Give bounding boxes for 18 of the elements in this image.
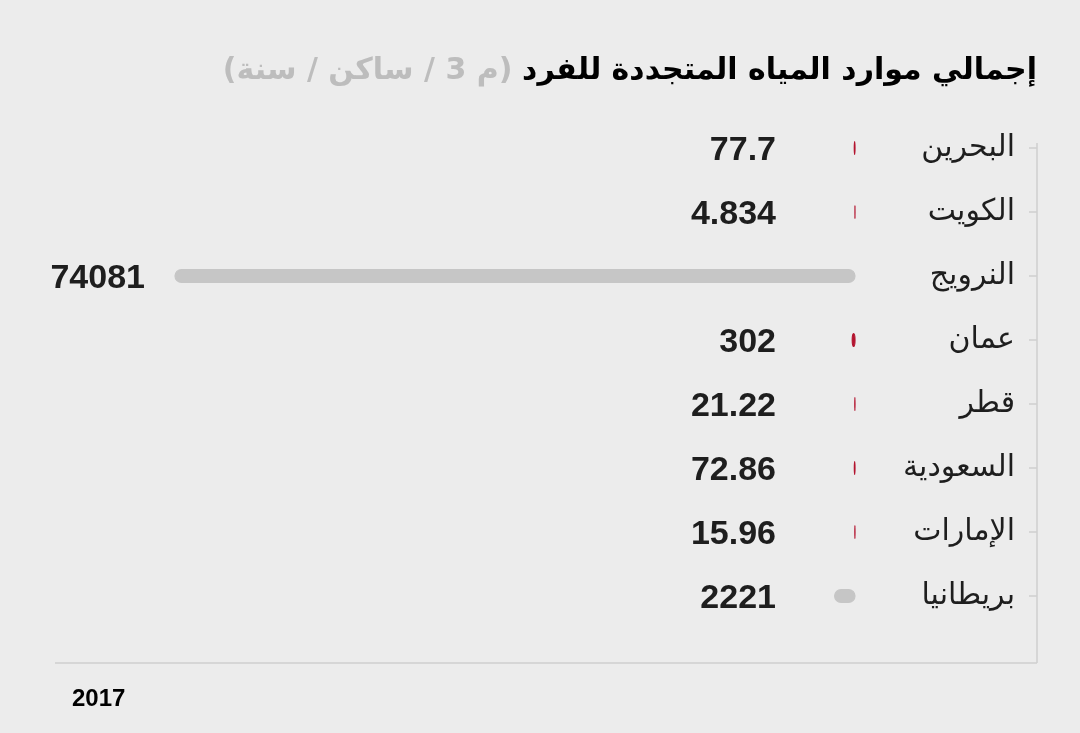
category-label: السعودية (903, 447, 1015, 485)
data-label: 72.86 (690, 449, 776, 487)
category-label: الإمارات (913, 511, 1015, 549)
title: إجمالي موارد المياه المتجددة للفرد (522, 51, 1037, 86)
category-label: النرويج (929, 255, 1015, 293)
category-label: البحرين (921, 127, 1015, 165)
annotation: 2017 (72, 684, 126, 713)
category-label: قطر (959, 383, 1015, 421)
data-label: 77.7 (709, 129, 776, 167)
data-label: 2221 (700, 577, 776, 615)
data-label: 4.834 (690, 193, 776, 231)
data-label: 302 (719, 321, 776, 359)
data-label: 21.22 (690, 385, 776, 423)
data-label: 15.96 (690, 513, 776, 551)
category-label: بريطانيا (921, 575, 1015, 613)
category-label: الكويت (927, 191, 1015, 229)
category-label: عمان (948, 319, 1015, 357)
data-label: 74081 (50, 257, 145, 295)
